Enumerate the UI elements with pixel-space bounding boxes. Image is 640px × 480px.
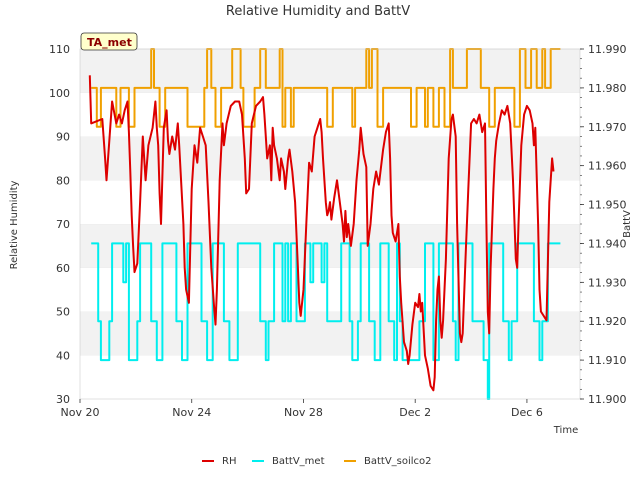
series-line-rh [88, 75, 555, 392]
x-tick-label: Nov 20 [61, 406, 100, 419]
right-tick-label: 11.910 [588, 354, 627, 367]
left-tick-label: 80 [56, 174, 70, 187]
grid-band [80, 224, 580, 268]
left-tick-label: 110 [49, 43, 70, 56]
left-tick-label: 100 [49, 87, 70, 100]
right-axis-label: BattV [622, 210, 633, 238]
left-tick-label: 50 [56, 306, 70, 319]
x-tick-label: Nov 28 [284, 406, 323, 419]
x-tick-label: Nov 24 [172, 406, 211, 419]
legend-label: RH [222, 456, 236, 467]
right-tick-label: 11.940 [588, 237, 627, 250]
right-tick-label: 11.970 [588, 121, 627, 134]
series-line-battv-met [91, 242, 561, 400]
right-tick-label: 11.980 [588, 82, 627, 95]
legend-label: BattV_met [272, 456, 325, 467]
x-tick-label: Dec 2 [399, 406, 431, 419]
left-tick-label: 60 [56, 262, 70, 275]
right-tick-label: 11.960 [588, 160, 627, 173]
left-tick-label: 70 [56, 218, 70, 231]
left-tick-label: 30 [56, 393, 70, 406]
grid-band [80, 49, 580, 93]
left-tick-label: 40 [56, 349, 70, 362]
x-axis-label: Time [553, 425, 578, 436]
ta-met-badge: TA_met [80, 32, 138, 51]
right-tick-label: 11.950 [588, 199, 627, 212]
right-tick-label: 11.930 [588, 276, 627, 289]
left-tick-label: 90 [56, 131, 70, 144]
chart-title: Relative Humidity and BattV [226, 4, 410, 19]
x-tick-label: Dec 6 [511, 406, 543, 419]
x-axis-ticks: Nov 20 Nov 24 Nov 28 Dec 2 Dec 6 [61, 399, 543, 419]
grid-band [80, 136, 580, 181]
left-axis-ticks: 30 40 50 60 70 80 90 100 110 [49, 43, 70, 406]
legend-label: BattV_soilco2 [364, 456, 432, 467]
grid-band [80, 355, 580, 399]
grid-band [80, 311, 580, 356]
left-axis-label: Relative Humidity [9, 181, 20, 270]
right-tick-label: 11.920 [588, 315, 627, 328]
badge-label: TA_met [87, 36, 132, 49]
grid-band [80, 267, 580, 312]
right-tick-label: 11.990 [588, 43, 627, 56]
series-layer [88, 48, 561, 400]
right-axis-ticks: 11.900 11.910 11.920 11.930 11.940 11.950 11.9… [580, 43, 627, 406]
right-tick-label: 11.900 [588, 393, 627, 406]
legend: RH BattV_met BattV_soilco2 [202, 456, 432, 467]
